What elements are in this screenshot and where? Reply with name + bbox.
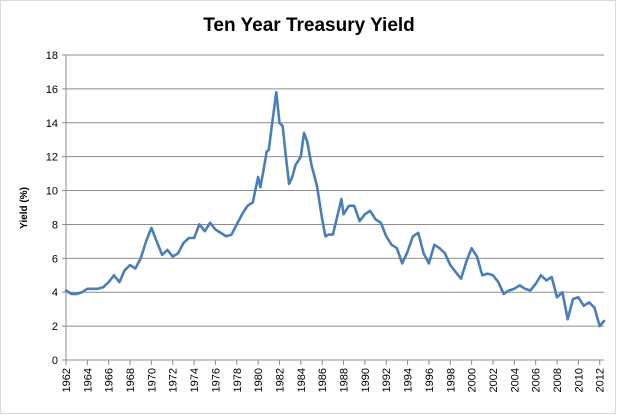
x-tick-label: 1986 [317,368,329,392]
y-tick-label: 14 [46,118,58,130]
x-tick-label: 2010 [573,368,585,392]
x-tick-label: 1976 [210,368,222,392]
x-tick-label: 1964 [82,368,94,392]
y-axis-label: Yield (%) [19,187,30,229]
y-tick-label: 6 [52,253,58,265]
y-tick-label: 0 [52,355,58,367]
x-tick-label: 1984 [296,368,308,392]
x-tick-label: 2006 [531,368,543,392]
x-tick-label: 2002 [488,368,500,392]
x-tick-label: 1996 [424,368,436,392]
y-tick-label: 8 [52,219,58,231]
y-tick-label: 10 [46,186,58,198]
x-tick-label: 1970 [146,368,158,392]
y-axis-ticks: 0 2 4 6 8 10 12 14 16 18 [46,50,58,367]
x-tick-label: 2004 [509,368,521,392]
x-tick-label: 1966 [104,368,116,392]
x-tick-label: 2008 [552,368,564,392]
x-tick-label: 1962 [61,368,73,392]
x-tick-label: 2012 [595,368,607,392]
x-axis-ticks: 1962 1964 1966 1968 1970 1972 1974 1976 1978 1980… [61,368,607,392]
x-tick-label: 2000 [467,368,479,392]
y-tick-label: 2 [52,321,58,333]
x-tick-label: 1978 [232,368,244,392]
chart-title: Ten Year Treasury Yield [203,15,415,36]
y-tick-label: 4 [52,287,58,299]
axes [62,54,604,365]
y-tick-label: 16 [46,84,58,96]
x-tick-label: 1974 [189,368,201,392]
x-tick-label: 1972 [168,368,180,392]
y-tick-label: 18 [46,50,58,62]
x-tick-label: 1980 [253,368,265,392]
x-tick-label: 1988 [339,368,351,392]
yield-series-line [64,91,606,328]
x-tick-label: 1968 [125,368,137,392]
x-tick-label: 1998 [445,368,457,392]
x-tick-label: 1994 [403,368,415,392]
x-tick-label: 1992 [381,368,393,392]
x-tick-label: 1982 [274,368,286,392]
y-tick-label: 12 [46,152,58,164]
x-tick-label: 1990 [360,368,372,392]
gridlines [66,54,604,327]
